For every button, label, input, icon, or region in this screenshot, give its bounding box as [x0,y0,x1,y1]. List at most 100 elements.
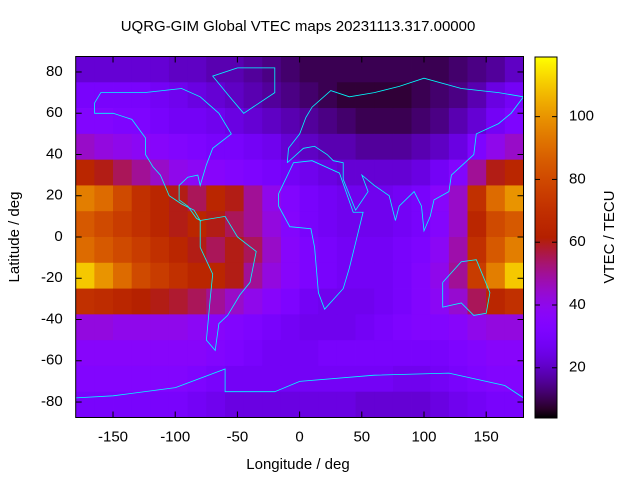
heatmap-cell [113,82,133,109]
heatmap-cell [94,211,114,238]
heatmap-cell [280,159,300,186]
heatmap-cell [336,288,356,315]
heatmap-cell [430,237,450,264]
heatmap-cell [187,262,207,289]
heatmap-cell [318,82,338,109]
heatmap-cell [486,262,506,289]
heatmap-cell [150,288,170,315]
heatmap-cell [318,391,338,418]
heatmap-cell [467,159,487,186]
coastline [212,67,276,114]
heatmap-cell [243,159,263,186]
heatmap-cell [392,391,412,418]
heatmap-cell [94,288,114,315]
heatmap-cell [448,365,468,393]
heatmap-cell [94,185,114,212]
heatmap-cell [131,340,151,367]
heatmap-cell [187,391,207,418]
heatmap-cell [280,262,300,289]
heatmap-cell [374,237,394,264]
y-tick-label: -60 [41,352,63,369]
colorbar-label: VTEC / TECU [601,190,618,283]
heatmap-cell [430,340,450,367]
colorbar-tick-label: 80 [569,170,586,187]
heatmap-cell [392,365,412,393]
heatmap-cell [374,365,394,393]
heatmap-cell [113,108,133,135]
x-tick-label: 0 [295,428,303,445]
coastline [442,259,491,316]
heatmap-cell [467,391,487,418]
heatmap-cell [448,340,468,367]
heatmap-cell [448,185,468,212]
heatmap-cell [486,391,506,418]
heatmap-cell [299,211,319,238]
heatmap-cell [467,288,487,315]
heatmap-cell [150,185,170,212]
heatmap-cell [430,391,450,418]
heatmap-cell [392,237,412,264]
heatmap-cell [113,288,133,315]
heatmap-cell [355,211,375,238]
heatmap-cell [430,56,450,83]
heatmap-cell [392,56,412,83]
heatmap-cell [318,108,338,135]
heatmap-cell [411,133,431,161]
heatmap-cell [467,340,487,367]
heatmap-cell [243,314,263,341]
heatmap-cell [280,211,300,238]
heatmap-cell [504,185,524,212]
chart-title: UQRG-GIM Global VTEC maps 20231113.317.0… [121,18,476,35]
heatmap-cell [243,262,263,289]
heatmap-cell [374,56,394,83]
heatmap-cell [168,365,189,393]
heatmap-cell [318,262,338,289]
heatmap-cell [131,108,151,135]
y-tick-label: 20 [46,187,63,204]
coastlines [75,67,524,399]
heatmap-cell [467,56,487,83]
heatmap-cell [150,159,170,186]
heatmap-cell [75,314,95,341]
heatmap-cell [243,108,263,135]
heatmap-cell [336,391,356,418]
heatmap-cell [448,211,468,238]
heatmap-cell [113,391,133,418]
heatmap-cell [336,262,356,289]
heatmap-cell [243,56,263,83]
heatmap-cell [318,159,338,186]
heatmap-cell [355,340,375,367]
heatmap-cell [448,133,468,161]
heatmap-cell [392,288,412,315]
heatmap-cell [262,108,282,135]
heatmap-cell [243,133,263,161]
heatmap-cell [392,133,412,161]
heatmap-cell [299,262,319,289]
heatmap-cell [504,391,524,418]
heatmap-cell [150,237,170,264]
heatmap-cell [113,237,133,264]
heatmap-cell [94,159,114,186]
heatmap-cell [336,237,356,264]
heatmap-cell [187,314,207,341]
heatmap-cell [94,340,114,367]
heatmap-cell [355,82,375,109]
heatmap-cell [374,391,394,418]
heatmap-cell [206,133,226,161]
heatmap-cell [411,314,431,341]
heatmap-cell [113,314,133,341]
heatmap-cell [187,288,207,315]
heatmap-cell [430,262,450,289]
heatmap-cell [206,82,226,109]
heatmap-cell [280,56,300,83]
heatmap-cell [224,133,245,161]
heatmap-cell [243,237,263,264]
y-tick-label: 80 [46,63,63,80]
heatmap-cell [113,262,133,289]
heatmap-cell [75,288,95,315]
heatmap-cell [262,365,282,393]
heatmap-cell [94,56,114,83]
x-tick-label: 100 [411,428,436,445]
heatmap-cell [224,340,245,367]
